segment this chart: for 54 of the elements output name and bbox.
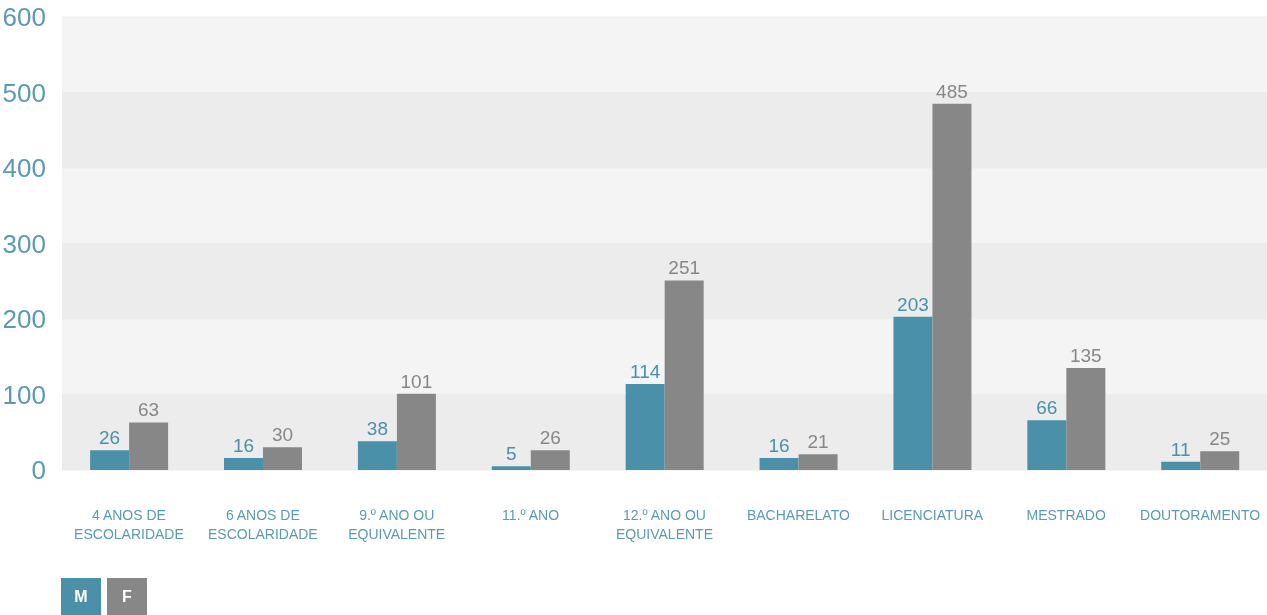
x-tick-label: LICENCIATURA — [881, 507, 984, 523]
y-tick-label: 600 — [2, 2, 46, 33]
data-label: 26 — [99, 427, 121, 449]
bar — [1200, 451, 1240, 470]
data-label: 16 — [232, 434, 255, 456]
x-tick-label: DOUTORAMENTO — [1140, 507, 1261, 523]
x-tick-label: 9.º ANO OU EQUIVALENTE — [348, 507, 446, 542]
text: M — [61, 578, 101, 615]
y-tick-label: 500 — [2, 77, 46, 108]
bar — [759, 457, 799, 470]
data-label: 66 — [1036, 397, 1058, 419]
bar — [1066, 368, 1106, 470]
data-label: 114 — [630, 360, 661, 382]
y-tick-label: 100 — [2, 379, 46, 410]
y-tick-label: 400 — [2, 153, 46, 184]
bar — [1161, 461, 1201, 470]
x-tick-label: 6 ANOS DE ESCOLARIDADE — [207, 507, 318, 542]
bar — [491, 466, 531, 470]
data-label: 135 — [1069, 345, 1102, 367]
data-label: 63 — [138, 399, 160, 421]
bar — [664, 280, 704, 470]
data-label: 203 — [897, 293, 929, 315]
x-tick-label: 11.º ANO — [502, 507, 560, 523]
data-label: 26 — [539, 427, 561, 449]
bar — [625, 383, 665, 470]
y-tick-label: 200 — [2, 304, 46, 335]
bar — [396, 393, 436, 470]
data-label: 5 — [505, 443, 517, 465]
text: F — [107, 578, 147, 615]
bar — [530, 450, 570, 470]
bar — [263, 447, 303, 470]
data-label: 485 — [936, 80, 968, 102]
data-label: 16 — [768, 434, 790, 456]
data-label: 38 — [366, 418, 388, 440]
x-tick-label: 4 ANOS DE ESCOLARIDADE — [74, 507, 184, 542]
data-label: 21 — [807, 431, 829, 453]
data-label: 30 — [271, 424, 294, 446]
bar — [1027, 420, 1067, 470]
x-tick-label: 12.º ANO OU EQUIVALENTE — [616, 507, 713, 542]
data-label: 101 — [400, 370, 433, 392]
x-tick-label: MESTRADO — [1026, 507, 1106, 523]
y-tick-label: 0 — [31, 455, 46, 486]
y-tick-label: 300 — [2, 228, 46, 259]
bar — [90, 450, 130, 470]
x-tick-label: BACHARELATO — [746, 507, 850, 523]
bar — [798, 454, 838, 470]
bar — [129, 422, 169, 470]
data-label: 11 — [1170, 438, 1191, 460]
bar — [357, 441, 397, 470]
bar — [224, 457, 264, 470]
bar — [932, 103, 972, 470]
data-label: 25 — [1209, 428, 1231, 450]
data-label: 251 — [668, 257, 701, 279]
bar — [893, 316, 933, 470]
